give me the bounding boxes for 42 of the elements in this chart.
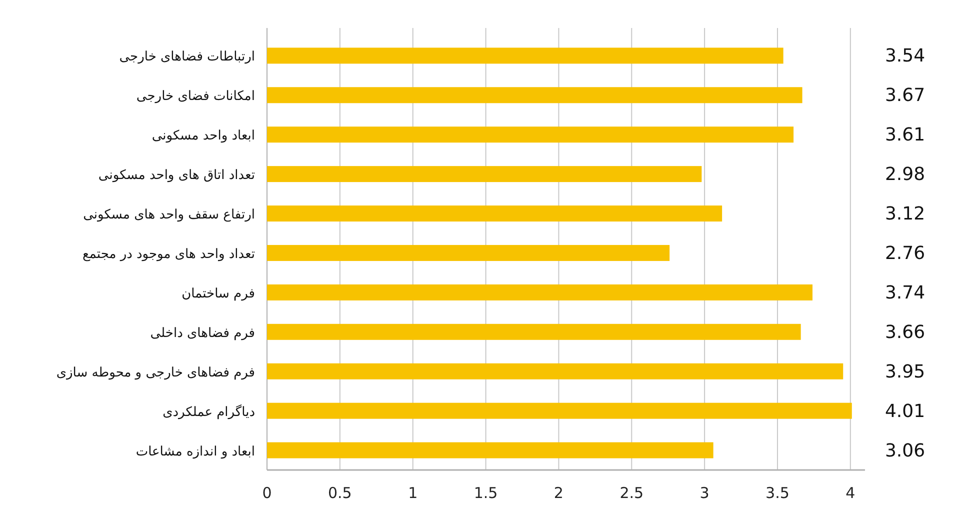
x-tick-label: 4 bbox=[846, 484, 856, 502]
bar bbox=[267, 126, 794, 143]
bar bbox=[267, 442, 714, 458]
y-tick-label: تعداد اتاق های واحد مسکونی bbox=[98, 168, 256, 184]
y-tick-label: امکانات فضای خارجی bbox=[136, 89, 255, 104]
bar bbox=[267, 244, 670, 261]
x-tick-label: 3.5 bbox=[766, 484, 790, 502]
bar bbox=[267, 87, 802, 104]
data-label: 2.76 bbox=[884, 242, 926, 264]
bar bbox=[267, 48, 784, 64]
x-tick-label: 3 bbox=[700, 484, 710, 502]
x-tick-label: 1.5 bbox=[474, 484, 498, 502]
data-label: 3.95 bbox=[884, 361, 926, 382]
x-tick-label: 2.5 bbox=[620, 484, 644, 502]
y-tick-label: تعداد واحد های موجود در مجتمع bbox=[82, 246, 256, 262]
x-tick-label: 0.5 bbox=[328, 484, 352, 502]
x-tick-label: 1 bbox=[408, 484, 418, 502]
bar bbox=[267, 324, 801, 340]
bar bbox=[267, 402, 852, 419]
bar bbox=[267, 284, 812, 300]
data-label: 4.01 bbox=[884, 400, 926, 422]
data-label: 3.66 bbox=[884, 322, 926, 343]
data-label: 3.74 bbox=[884, 282, 926, 304]
x-tick-label: 2 bbox=[554, 484, 564, 502]
x-tick-label: 0 bbox=[262, 484, 272, 502]
y-tick-label: فرم ساختمان bbox=[182, 286, 255, 302]
y-tick-label: ابعاد و اندازه مشاعات bbox=[136, 444, 255, 460]
data-label: 3.67 bbox=[884, 85, 926, 106]
data-label: 2.98 bbox=[884, 164, 926, 186]
y-tick-label: ارتفاع سقف واحد های مسکونی bbox=[83, 208, 255, 223]
data-label: 3.54 bbox=[884, 46, 926, 67]
y-tick-label: دیاگرام عملکردی bbox=[162, 404, 256, 420]
data-label: 3.06 bbox=[884, 440, 926, 462]
y-tick-label: ابعاد واحد مسکونی bbox=[152, 128, 255, 144]
y-tick-label: فرم فضاهای خارجی و محوطه سازی bbox=[56, 365, 255, 380]
data-label: 3.61 bbox=[884, 124, 926, 146]
data-label: 3.12 bbox=[884, 204, 926, 225]
bar bbox=[267, 206, 722, 222]
bar bbox=[267, 166, 702, 182]
bar bbox=[267, 363, 844, 380]
y-tick-label: ارتباطات فضاهای خارجی bbox=[119, 50, 255, 65]
y-tick-label: فرم فضاهای داخلی bbox=[150, 326, 255, 341]
